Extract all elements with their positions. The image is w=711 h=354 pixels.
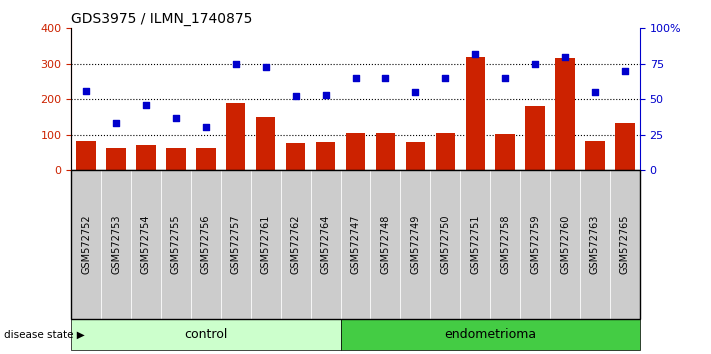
Point — [619, 68, 631, 74]
Point — [560, 54, 571, 59]
Text: GSM572761: GSM572761 — [261, 215, 271, 274]
Point — [110, 120, 122, 126]
Text: GSM572760: GSM572760 — [560, 215, 570, 274]
Bar — [496, 134, 515, 170]
Text: GSM572752: GSM572752 — [81, 215, 91, 274]
Bar — [555, 58, 574, 170]
Text: GSM572765: GSM572765 — [620, 215, 630, 274]
Bar — [166, 148, 186, 170]
Text: endometrioma: endometrioma — [444, 328, 536, 341]
Text: GSM572747: GSM572747 — [351, 215, 360, 274]
Point — [350, 75, 361, 81]
Point — [200, 125, 211, 130]
Text: disease state ▶: disease state ▶ — [4, 330, 85, 339]
Text: GSM572751: GSM572751 — [470, 215, 480, 274]
Bar — [615, 123, 635, 170]
Text: control: control — [184, 328, 228, 341]
Bar — [256, 117, 275, 170]
Point — [530, 61, 541, 67]
Text: GSM572755: GSM572755 — [171, 215, 181, 274]
Bar — [76, 141, 96, 170]
Text: GSM572763: GSM572763 — [590, 215, 600, 274]
Point — [290, 93, 301, 99]
Point — [80, 88, 92, 93]
Bar — [436, 133, 455, 170]
Point — [260, 64, 272, 69]
Bar — [196, 148, 215, 170]
Point — [140, 102, 151, 108]
Text: GDS3975 / ILMN_1740875: GDS3975 / ILMN_1740875 — [71, 12, 252, 26]
Text: GSM572750: GSM572750 — [440, 215, 450, 274]
Bar — [226, 103, 245, 170]
Point — [170, 115, 181, 120]
Point — [469, 51, 481, 57]
Point — [500, 75, 511, 81]
Bar — [286, 143, 305, 170]
Text: GSM572749: GSM572749 — [410, 215, 420, 274]
Bar — [137, 145, 156, 170]
Text: GSM572764: GSM572764 — [321, 215, 331, 274]
Point — [589, 89, 601, 95]
Bar — [585, 141, 605, 170]
Text: GSM572754: GSM572754 — [141, 215, 151, 274]
Bar — [316, 142, 336, 170]
Text: GSM572748: GSM572748 — [380, 215, 390, 274]
Bar — [375, 133, 395, 170]
Text: GSM572759: GSM572759 — [530, 215, 540, 274]
Point — [380, 75, 391, 81]
Bar — [346, 133, 365, 170]
Bar — [525, 106, 545, 170]
Text: GSM572753: GSM572753 — [111, 215, 121, 274]
Point — [439, 75, 451, 81]
Text: GSM572757: GSM572757 — [231, 215, 241, 274]
Bar — [106, 148, 126, 170]
Text: GSM572758: GSM572758 — [500, 215, 510, 274]
Point — [320, 92, 331, 98]
Bar — [406, 142, 425, 170]
Text: GSM572756: GSM572756 — [201, 215, 211, 274]
Bar — [466, 57, 485, 170]
Point — [410, 89, 421, 95]
Point — [230, 61, 242, 67]
Text: GSM572762: GSM572762 — [291, 215, 301, 274]
